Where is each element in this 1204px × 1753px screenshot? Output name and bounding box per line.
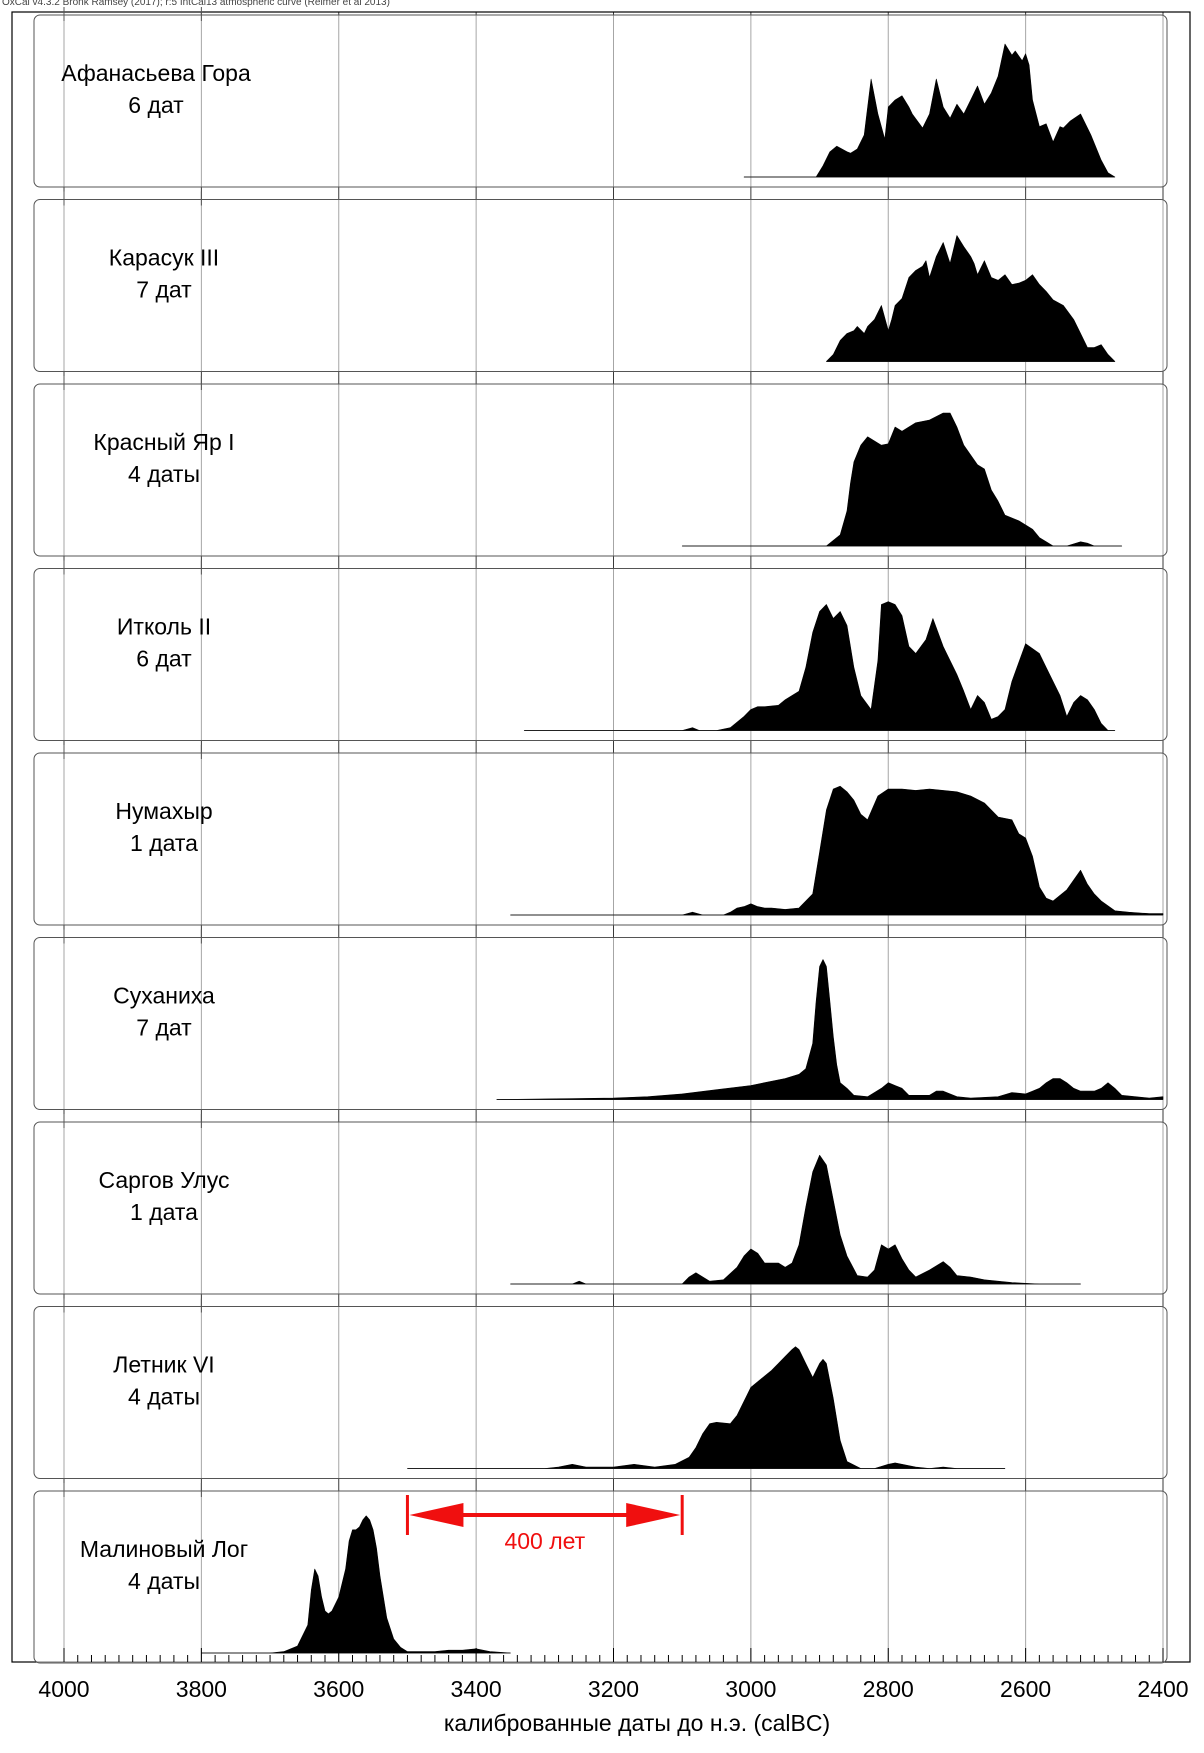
panel-count-label: 6 дат: [136, 646, 192, 672]
panel-name-label: Нумахыр: [115, 798, 212, 824]
x-axis: 4000 3800 3600 3400 3200 3000 2800 2600 2400 кали…: [38, 1648, 1189, 1736]
panel-name-label: Суханиха: [113, 983, 215, 1009]
panel-box: [33, 568, 1168, 741]
x-tick-label: 3800: [176, 1676, 227, 1702]
panel: Малиновый Лог 4 даты: [33, 1483, 1168, 1664]
panel-count-label: 6 дат: [128, 92, 184, 118]
x-tick-label: 3600: [313, 1676, 364, 1702]
distribution-area: [743, 43, 1116, 178]
interval-annotation: 400 лет: [405, 1495, 684, 1554]
panel-count-label: 1 дата: [130, 830, 198, 856]
x-tick-label: 2600: [1000, 1676, 1051, 1702]
distribution-area: [826, 235, 1116, 362]
panel: Афанасьева Гора 6 дат: [33, 7, 1168, 188]
panel-count-label: 1 дата: [130, 1199, 198, 1225]
panel-count-label: 4 даты: [128, 461, 200, 487]
panel-count-label: 7 дат: [136, 277, 192, 303]
distribution-area: [523, 601, 1116, 731]
panel: Летник VI 4 даты: [33, 1298, 1168, 1479]
x-tick-label: 2800: [863, 1676, 914, 1702]
distribution-area: [496, 959, 1164, 1100]
arrowhead-right: [626, 1503, 681, 1527]
panel: Красный Яр I 4 даты: [33, 376, 1168, 557]
panel: Нумахыр 1 дата: [33, 745, 1168, 926]
panel-box: [33, 937, 1168, 1110]
panels: Афанасьева Гора 6 дат Карасук III 7 дат Крас…: [33, 7, 1168, 1664]
panel-name-label: Саргов Улус: [99, 1167, 230, 1193]
distribution-area: [407, 1346, 1006, 1469]
x-tick-label: 3200: [588, 1676, 639, 1702]
annotations: 400 лет: [405, 1495, 684, 1554]
panel-name-label: Итколь II: [117, 614, 211, 640]
panel-name-label: Афанасьева Гора: [61, 60, 251, 86]
distribution-area: [681, 412, 1123, 547]
panel-box: [33, 1306, 1168, 1479]
panel-name-label: Летник VI: [113, 1352, 214, 1378]
panel-count-label: 4 даты: [128, 1384, 200, 1410]
interval-label: 400 лет: [504, 1528, 585, 1554]
panel-name-label: Малиновый Лог: [80, 1536, 248, 1562]
distribution-area: [201, 1515, 511, 1654]
distribution-area: [510, 1154, 1081, 1285]
panel-name-label: Карасук III: [109, 245, 219, 271]
panel-count-label: 4 даты: [128, 1568, 200, 1594]
panel-name-label: Красный Яр I: [93, 429, 234, 455]
distribution-area: [510, 785, 1164, 916]
x-tick-label: 2400: [1137, 1676, 1188, 1702]
x-tick-label: 3000: [725, 1676, 776, 1702]
x-tick-label: 3400: [451, 1676, 502, 1702]
x-axis-title: калиброванные даты до н.э. (calBC): [444, 1710, 830, 1736]
panel: Итколь II 6 дат: [33, 560, 1168, 741]
arrowhead-left: [409, 1503, 464, 1527]
x-tick-label: 4000: [38, 1676, 89, 1702]
panel: Карасук III 7 дат: [33, 191, 1168, 372]
oxcal-header: OxCal v4.3.2 Bronk Ramsey (2017); r:5 In…: [2, 0, 390, 8]
panel: Суханиха 7 дат: [33, 929, 1168, 1110]
panel-count-label: 7 дат: [136, 1015, 192, 1041]
panel: Саргов Улус 1 дата: [33, 1114, 1168, 1295]
panel-box: [33, 1121, 1168, 1295]
